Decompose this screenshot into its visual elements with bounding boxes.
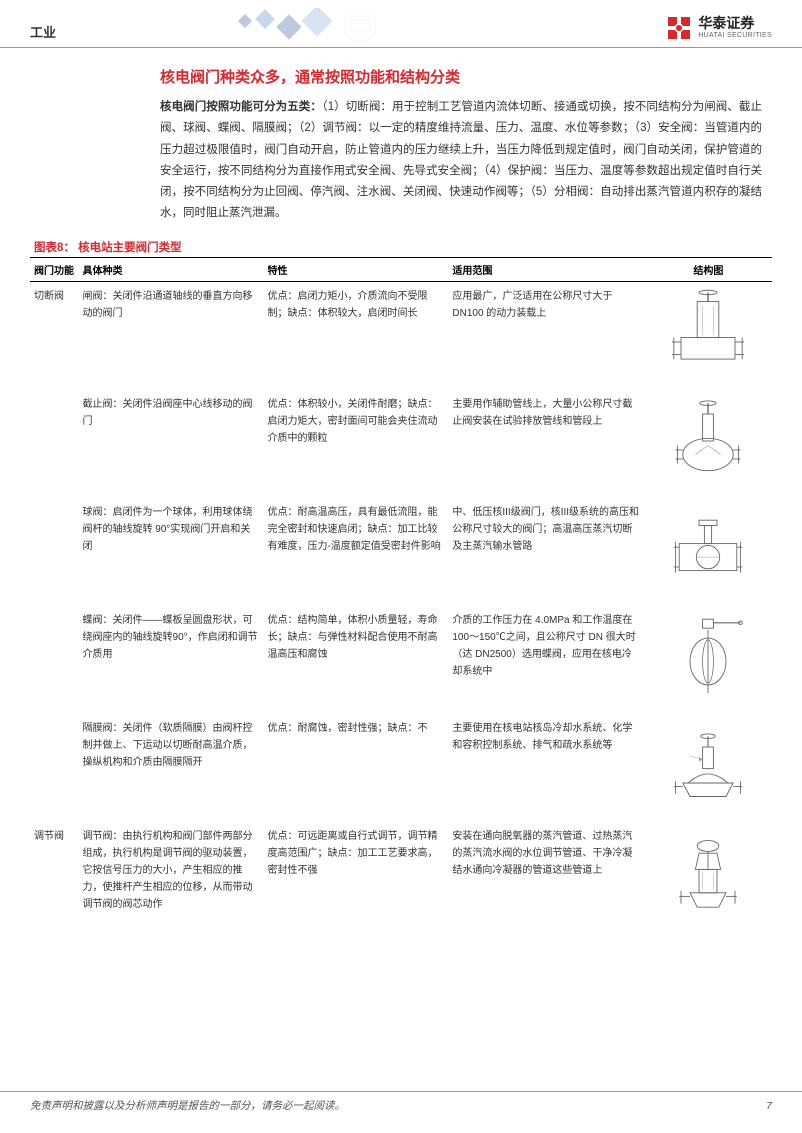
footer-page: 7: [766, 1100, 772, 1112]
para-body: （1）切断阀：用于控制工艺管道内流体切断、接通或切换，按不同结构分为闸阀、截止阀…: [160, 101, 762, 219]
th-scope: 适用范围: [448, 257, 644, 281]
para-lead: 核电阀门按照功能可分为五类：: [160, 101, 322, 113]
cell-feat: 优点：结构简单，体积小质量轻，寿命长；缺点：与弹性材料配合使用不耐高温高压和腐蚀: [263, 606, 448, 714]
table-caption: 图表8： 核电站主要阀门类型: [34, 239, 802, 255]
cell-scope: 安装在通向脱氧器的蒸汽管道、过热蒸汽的蒸汽流水阀的水位调节管道、干净冷凝结水通向…: [448, 822, 644, 930]
cell-diagram: [645, 606, 772, 714]
cell-feat: 优点：耐腐蚀，密封性强；缺点：不: [263, 714, 448, 822]
cell-feat: 优点：体积较小，关闭件耐磨；缺点：启闭力矩大，密封面间可能会夹住流动介质中的颗粒: [263, 390, 448, 498]
cell-scope: 应用最广，广泛适用在公称尺寸大于DN100 的动力装载上: [448, 281, 644, 390]
cell-func: 调节阀: [30, 822, 79, 930]
valve-diagram-icon: [663, 396, 753, 486]
cell-diagram: [645, 498, 772, 606]
cell-scope: 主要用作辅助管线上，大量小公称尺寸截止阀安装在试验排放管线和管段上: [448, 390, 644, 498]
table-row: 调节阀调节阀：由执行机构和阀门部件两部分组成，执行机构是调节阀的驱动装置，它按信…: [30, 822, 772, 930]
table-row: 蝶阀：关闭件——蝶板呈圆盘形状，可绕阀座内的轴线旋转90°，作启闭和调节介质用优…: [30, 606, 772, 714]
cell-func: [30, 390, 79, 498]
th-type: 具体种类: [79, 257, 264, 281]
cell-feat: 优点：启闭力矩小，介质流向不受限制；缺点：体积较大，启闭时间长: [263, 281, 448, 390]
cell-diagram: [645, 390, 772, 498]
cell-func: 切断阀: [30, 281, 79, 390]
cell-diagram: [645, 281, 772, 390]
valve-table: 阀门功能 具体种类 特性 适用范围 结构图 切断阀闸阀：关闭件沿通道轴线的垂直方…: [30, 257, 772, 930]
logo-text-en: HUATAI SECURITIES: [698, 32, 772, 40]
cell-func: [30, 498, 79, 606]
valve-diagram-icon: [663, 504, 753, 594]
valve-diagram-icon: [663, 720, 753, 810]
th-img: 结构图: [645, 257, 772, 281]
cell-type: 蝶阀：关闭件——蝶板呈圆盘形状，可绕阀座内的轴线旋转90°，作启闭和调节介质用: [79, 606, 264, 714]
cell-type: 隔膜阀：关闭件（软质隔膜）由阀杆控制并做上、下运动以切断耐高温介质，操纵机构和介…: [79, 714, 264, 822]
cell-type: 截止阀：关闭件沿阀座中心线移动的阀门: [79, 390, 264, 498]
cell-func: [30, 714, 79, 822]
cell-diagram: [645, 822, 772, 930]
cell-scope: 介质的工作压力在 4.0MPa 和工作温度在 100～150℃之间，且公称尺寸 …: [448, 606, 644, 714]
valve-diagram-icon: [663, 288, 753, 378]
section-paragraph: 核电阀门按照功能可分为五类：（1）切断阀：用于控制工艺管道内流体切断、接通或切换…: [160, 97, 762, 225]
cell-feat: 优点：可远距离或自行式调节，调节精度高范围广；缺点：加工工艺要求高，密封性不强: [263, 822, 448, 930]
cell-scope: 主要使用在核电站核岛冷却水系统、化学和容积控制系统、排气和疏水系统等: [448, 714, 644, 822]
cell-func: [30, 606, 79, 714]
table-row: 隔膜阀：关闭件（软质隔膜）由阀杆控制并做上、下运动以切断耐高温介质，操纵机构和介…: [30, 714, 772, 822]
logo-icon: [666, 15, 692, 41]
table-row: 截止阀：关闭件沿阀座中心线移动的阀门优点：体积较小，关闭件耐磨；缺点：启闭力矩大…: [30, 390, 772, 498]
footer-disclaimer: 免责声明和披露以及分析师声明是报告的一部分，请务必一起阅读。: [30, 1098, 345, 1113]
cell-scope: 中、低压核III级阀门，核III级系统的高压和公称尺寸较大的阀门；高温高压蒸汽切…: [448, 498, 644, 606]
valve-diagram-icon: [663, 828, 753, 918]
valve-diagram-icon: [663, 612, 753, 702]
cell-diagram: [645, 714, 772, 822]
doc-category: 工业: [30, 22, 56, 41]
cell-type: 闸阀：关闭件沿通道轴线的垂直方向移动的阀门: [79, 281, 264, 390]
cell-type: 球阀：启闭件为一个球体，利用球体绕阀杆的轴线旋转 90°实现阀门开启和关闭: [79, 498, 264, 606]
th-func: 阀门功能: [30, 257, 79, 281]
brand-logo: 华泰证券 HUATAI SECURITIES: [666, 15, 772, 41]
table-row: 切断阀闸阀：关闭件沿通道轴线的垂直方向移动的阀门优点：启闭力矩小，介质流向不受限…: [30, 281, 772, 390]
table-row: 球阀：启闭件为一个球体，利用球体绕阀杆的轴线旋转 90°实现阀门开启和关闭优点：…: [30, 498, 772, 606]
th-feat: 特性: [263, 257, 448, 281]
header-decoration: [200, 8, 480, 44]
cell-type: 调节阀：由执行机构和阀门部件两部分组成，执行机构是调节阀的驱动装置，它按信号压力…: [79, 822, 264, 930]
logo-text-cn: 华泰证券: [698, 16, 772, 31]
section-title: 核电阀门种类众多，通常按照功能和结构分类: [160, 66, 762, 87]
cell-feat: 优点：耐高温高压，具有最低流阻，能完全密封和快速启闭；缺点：加工比较有难度，压力…: [263, 498, 448, 606]
